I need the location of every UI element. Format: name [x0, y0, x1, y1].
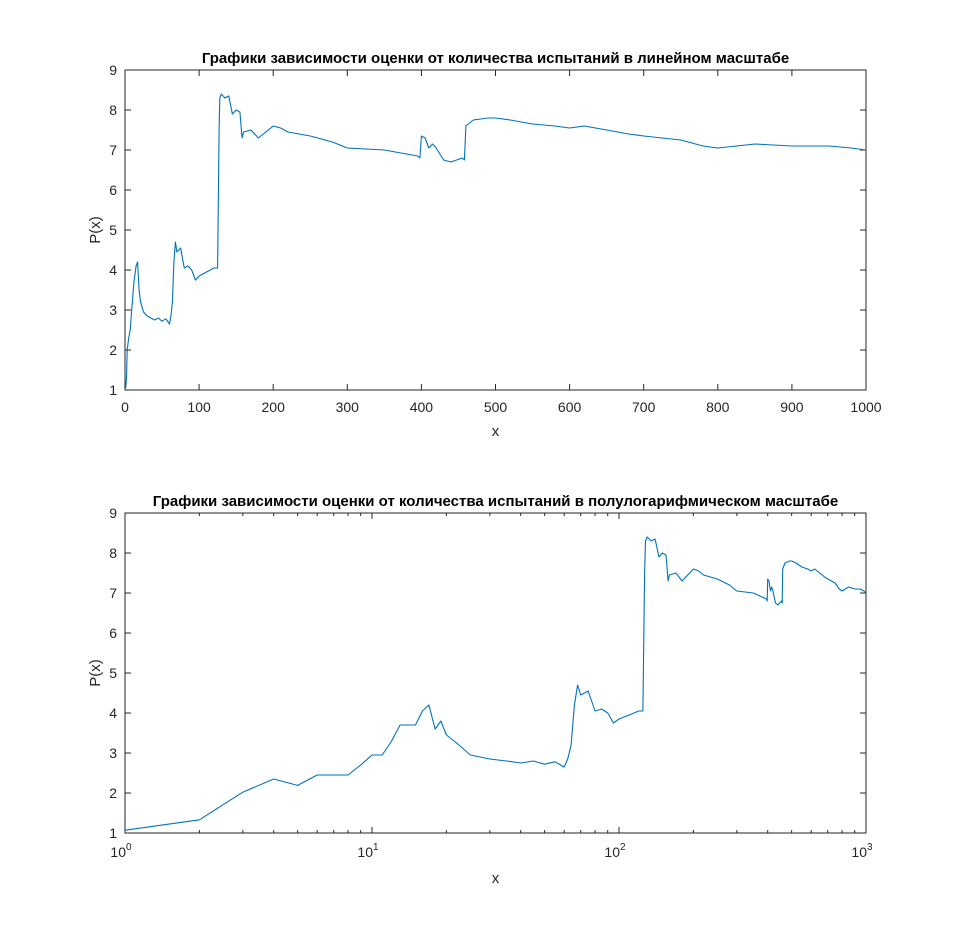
- y-tick-label: 8: [109, 102, 117, 118]
- y-tick-label: 4: [109, 262, 117, 278]
- x-tick-label: 0: [121, 399, 129, 415]
- y-tick-label: 9: [109, 505, 117, 521]
- y-tick-label: 3: [109, 745, 117, 761]
- x-tick-label: 1000: [850, 399, 881, 415]
- semilog-scale-chart: Графики зависимости оценки от количества…: [87, 493, 873, 887]
- y-axis-label: P(x): [87, 659, 104, 687]
- y-tick-label: 6: [109, 182, 117, 198]
- axes-box: [124, 512, 867, 834]
- x-tick-label: 800: [706, 399, 730, 415]
- x-tick-label: 101: [357, 842, 379, 860]
- x-tick-label: 900: [780, 399, 804, 415]
- x-tick-label: 102: [604, 842, 626, 860]
- x-tick-label: 700: [632, 399, 656, 415]
- y-tick-label: 2: [109, 785, 117, 801]
- y-tick-label: 5: [109, 222, 117, 238]
- series-line: [125, 93, 867, 389]
- y-tick-label: 7: [109, 585, 117, 601]
- y-tick-label: 8: [109, 545, 117, 561]
- x-tick-label: 500: [484, 399, 508, 415]
- x-tick-label: 600: [558, 399, 582, 415]
- x-tick-label: 200: [262, 399, 286, 415]
- x-tick-label: 400: [410, 399, 434, 415]
- x-tick-label: 100: [187, 399, 211, 415]
- y-tick-label: 1: [109, 382, 117, 398]
- x-tick-label: 300: [336, 399, 360, 415]
- y-tick-label: 5: [109, 665, 117, 681]
- series-line: [124, 536, 867, 831]
- y-tick-label: 4: [109, 705, 117, 721]
- chart-title: Графики зависимости оценки от количества…: [153, 493, 838, 510]
- y-tick-label: 1: [109, 825, 117, 841]
- x-tick-label: 103: [851, 842, 873, 860]
- chart-title: Графики зависимости оценки от количества…: [202, 50, 789, 67]
- x-axis-label: x: [492, 423, 500, 440]
- linear-scale-chart: Графики зависимости оценки от количества…: [87, 50, 882, 440]
- y-tick-label: 2: [109, 342, 117, 358]
- y-axis-label: P(x): [87, 216, 104, 244]
- y-tick-label: 3: [109, 302, 117, 318]
- x-tick-label: 100: [110, 842, 132, 860]
- x-axis-label: x: [492, 870, 500, 887]
- y-tick-label: 9: [109, 62, 117, 78]
- y-tick-label: 6: [109, 625, 117, 641]
- y-tick-label: 7: [109, 142, 117, 158]
